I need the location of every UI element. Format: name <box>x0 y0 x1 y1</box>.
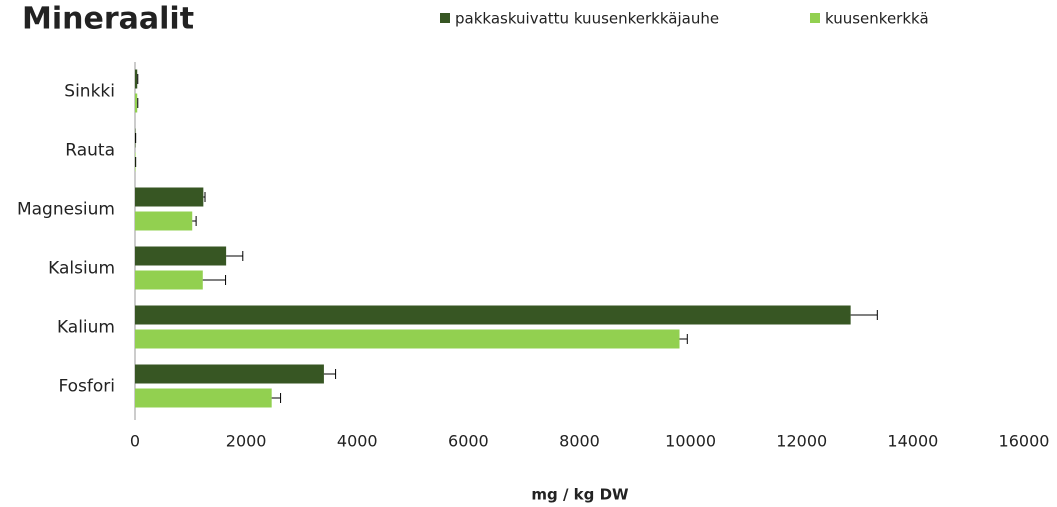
error-bar <box>203 192 206 202</box>
x-tick-label: 8000 <box>559 432 600 451</box>
legend-swatch <box>810 13 820 23</box>
x-tick-label: 14000 <box>887 432 938 451</box>
bar <box>135 305 851 325</box>
y-tick-label: Kalium <box>57 318 115 338</box>
y-tick-label: Magnesium <box>17 200 115 220</box>
y-tick-label: Fosfori <box>58 377 115 397</box>
x-tick-label: 10000 <box>665 432 716 451</box>
error-bar <box>226 251 244 261</box>
bar <box>135 388 272 408</box>
bar <box>135 93 138 113</box>
chart-title: Mineraalit <box>22 2 194 37</box>
bar <box>135 364 324 384</box>
error-bar <box>137 98 139 108</box>
x-tick-label: 6000 <box>448 432 489 451</box>
bar <box>135 270 203 290</box>
bar <box>135 211 193 231</box>
y-tick-label: Kalsium <box>48 259 115 279</box>
bar <box>135 329 680 349</box>
x-tick-label: 0 <box>130 432 140 451</box>
x-tick-label: 2000 <box>226 432 267 451</box>
bar <box>135 246 227 266</box>
bar <box>135 187 204 207</box>
x-axis-label: mg / kg DW <box>531 486 629 504</box>
y-tick-label: Rauta <box>65 141 115 161</box>
legend-label: pakkaskuivattu kuusenkerkkäjauhe <box>455 10 719 28</box>
error-bar <box>679 334 688 344</box>
x-tick-label: 16000 <box>999 432 1050 451</box>
error-bar <box>192 216 197 226</box>
bar <box>135 69 138 89</box>
error-bar <box>137 74 139 84</box>
error-bar <box>850 310 878 320</box>
error-bar <box>202 275 227 285</box>
y-tick-label: Sinkki <box>64 82 115 102</box>
legend-label: kuusenkerkkä <box>825 10 929 28</box>
x-tick-label: 4000 <box>337 432 378 451</box>
error-bar <box>271 393 282 403</box>
legend-swatch <box>440 13 450 23</box>
error-bar <box>323 369 337 379</box>
x-tick-label: 12000 <box>776 432 827 451</box>
